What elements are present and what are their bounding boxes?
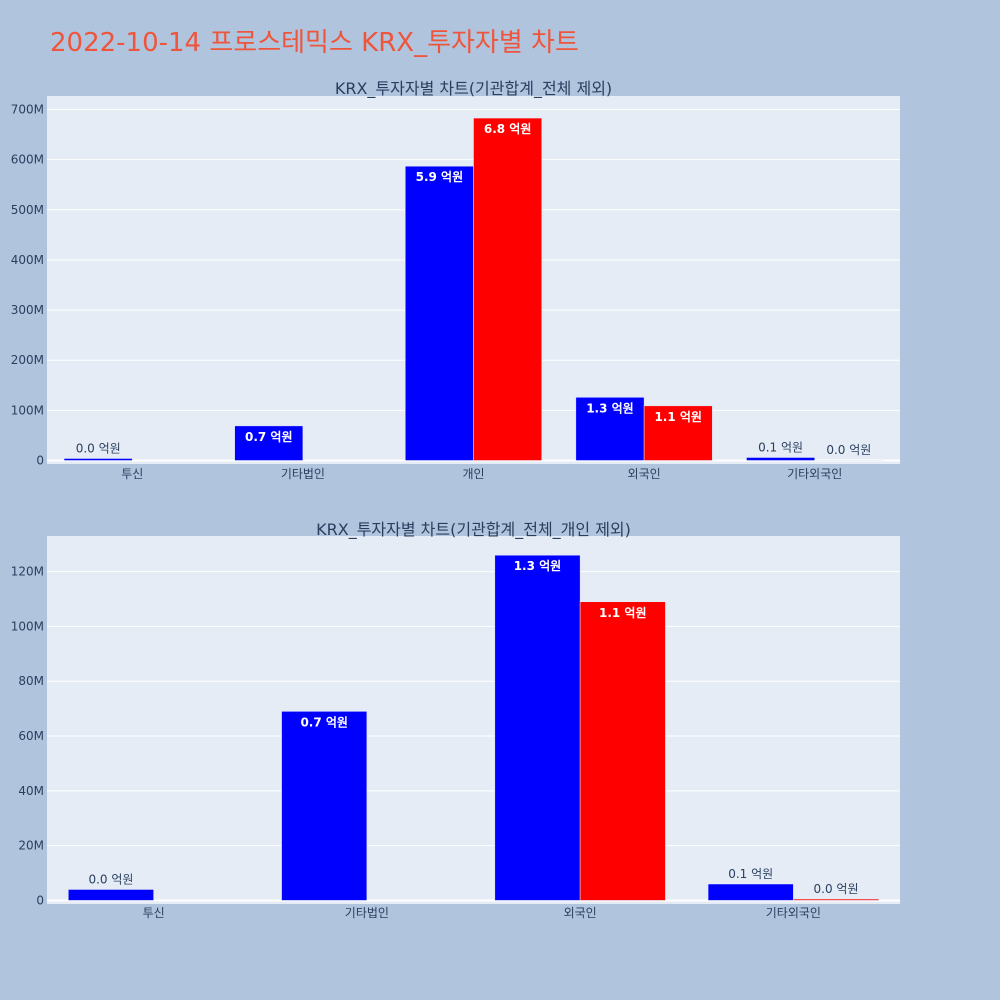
y-tick-label: 700M [11,103,44,117]
data-label: 0.1 억원 [728,867,773,881]
x-tick-label: 기타외국인 [766,906,821,920]
bar [473,117,542,461]
data-label: 0.7 억원 [245,430,293,444]
bar [405,165,474,461]
y-tick-label: 40M [18,784,44,798]
bar [234,425,304,461]
bar [707,883,794,901]
y-tick-label: 20M [18,839,44,853]
data-label: 0.7 억원 [300,715,348,729]
bar [793,898,879,901]
data-label: 0.1 억원 [758,440,803,454]
x-tick-label: 기타외국인 [787,467,842,481]
y-tick-label: 400M [11,253,44,267]
data-label: 1.1 억원 [654,410,702,424]
bar [746,457,815,461]
chart-title-1: KRX_투자자별 차트(기관합계_전체 제외) [335,79,612,99]
y-tick-label: 200M [11,353,44,367]
bar [63,458,133,461]
data-label: 1.1 억원 [599,606,647,620]
x-tick-label: 외국인 [628,467,661,481]
bar [281,711,368,901]
x-tick-label: 외국인 [564,906,597,920]
y-tick-label: 500M [11,203,44,217]
bar [494,554,581,901]
data-label: 1.3 억원 [586,401,634,415]
x-tick-label: 투신 [121,467,143,481]
y-tick-label: 100M [11,403,44,417]
y-tick-label: 0 [36,893,44,907]
data-label: 1.3 억원 [514,559,562,573]
page-title: 2022-10-14 프로스테믹스 KRX_투자자별 차트 [50,28,579,58]
chart-title-2: KRX_투자자별 차트(기관합계_전체_개인 제외) [316,520,631,540]
bar [643,405,713,461]
y-tick-label: 120M [11,565,44,579]
bar [579,601,666,901]
x-tick-label: 개인 [462,467,484,481]
y-tick-label: 600M [11,153,44,167]
y-tick-label: 100M [11,619,44,633]
y-tick-label: 300M [11,303,44,317]
plot-area-2 [47,536,900,904]
y-tick-label: 0 [36,453,44,467]
data-label: 0.0 억원 [76,441,121,455]
data-label: 5.9 억원 [416,170,464,184]
data-label: 0.0 억원 [88,872,133,886]
data-label: 0.0 억원 [814,882,859,896]
x-tick-label: 기타법인 [281,467,325,481]
data-label: 6.8 억원 [484,122,532,136]
y-tick-label: 60M [18,729,44,743]
x-tick-label: 투신 [143,906,165,920]
data-label: 0.0 억원 [826,443,871,457]
bar [68,889,154,901]
y-tick-label: 80M [18,674,44,688]
x-tick-label: 기타법인 [345,906,389,920]
